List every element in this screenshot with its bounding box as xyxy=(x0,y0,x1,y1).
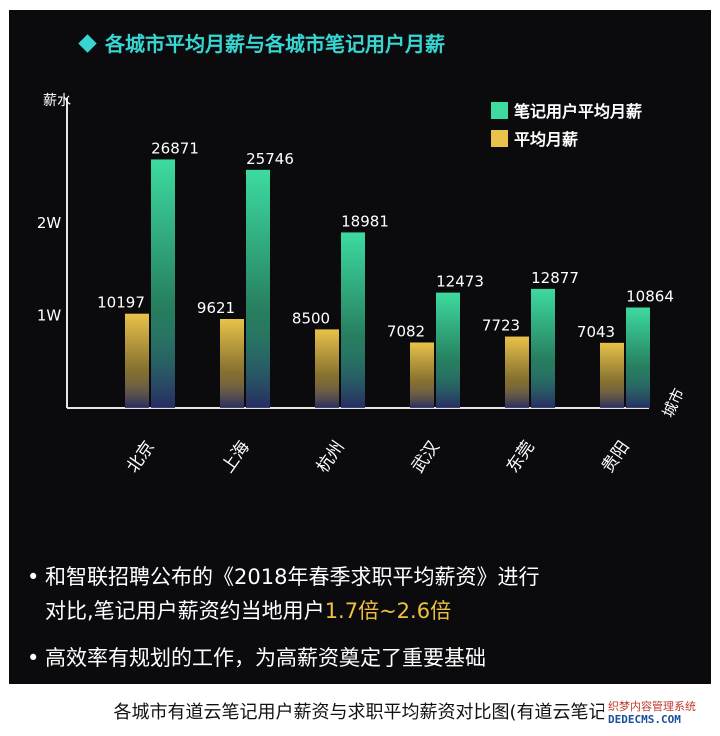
x-axis-label: 城市 xyxy=(659,385,688,420)
chart-panel: 各城市平均月薪与各城市笔记用户月薪 薪水城市 1W 2W 10197 26871 北京 96… xyxy=(9,10,711,684)
bullet-icon: • xyxy=(27,646,40,670)
category-label: 东莞 xyxy=(503,437,539,476)
bar-average xyxy=(600,342,624,408)
bar-average xyxy=(220,319,244,408)
data-label-average: 9621 xyxy=(197,299,235,317)
bar-member xyxy=(626,307,650,408)
data-label-average: 7082 xyxy=(387,322,425,340)
legend-label-average: 平均月薪 xyxy=(514,130,579,149)
legend-item-average: 平均月薪 xyxy=(491,126,578,150)
note-2-prefix: 对比,笔记用户薪资约当地用户 xyxy=(45,599,325,623)
note-1: • 和智联招聘公布的《2018年春季求职平均薪资》进行 xyxy=(27,561,539,591)
watermark-bottom: DEDECMS.COM xyxy=(608,713,681,726)
data-label-member: 26871 xyxy=(151,139,199,157)
bar-member xyxy=(436,292,460,408)
y-tick-label: 2W xyxy=(37,214,62,232)
note-3-text: 高效率有规划的工作，为高薪资奠定了重要基础 xyxy=(45,646,486,670)
bar-average xyxy=(315,329,339,408)
category-label: 杭州 xyxy=(313,437,349,476)
bar-member xyxy=(151,159,175,408)
note-1-continued: 对比,笔记用户薪资约当地用户1.7倍~2.6倍 xyxy=(45,595,451,625)
watermark: 织梦内容管理系统 DEDECMS.COM xyxy=(604,696,716,730)
bullet-icon: • xyxy=(27,565,40,589)
data-label-member: 12473 xyxy=(436,273,484,291)
legend-swatch-member xyxy=(491,101,508,119)
note-2-highlight: 1.7倍~2.6倍 xyxy=(324,599,452,623)
bar-member xyxy=(246,169,270,408)
bar-average xyxy=(125,313,149,408)
legend-item-member: 笔记用户平均月薪 xyxy=(491,98,642,122)
figure-caption: 各城市有道云笔记用户薪资与求职平均薪资对比图(有道云笔记 xyxy=(113,702,607,723)
category-label: 北京 xyxy=(123,437,159,476)
data-label-average: 8500 xyxy=(292,309,330,327)
y-axis-label: 薪水 xyxy=(43,93,71,109)
bar-average xyxy=(410,342,434,408)
data-label-member: 10864 xyxy=(626,288,674,306)
data-label-member: 12877 xyxy=(531,269,579,287)
bar-member xyxy=(531,288,555,408)
chart-title: 各城市平均月薪与各城市笔记用户月薪 xyxy=(105,32,445,56)
data-label-average: 7043 xyxy=(577,323,615,341)
category-label: 上海 xyxy=(218,437,254,476)
note-1-text: 和智联招聘公布的《2018年春季求职平均薪资》进行 xyxy=(45,565,540,589)
data-label-average: 10197 xyxy=(97,294,145,312)
legend-label-member: 笔记用户平均月薪 xyxy=(514,102,643,121)
category-label: 武汉 xyxy=(408,437,444,476)
bar-average xyxy=(505,336,529,408)
watermark-top: 织梦内容管理系统 xyxy=(608,700,696,713)
y-tick-label: 1W xyxy=(37,307,62,325)
category-label: 贵阳 xyxy=(598,437,634,476)
bar-member xyxy=(341,232,365,408)
legend-swatch-average xyxy=(491,129,508,147)
data-label-member: 18981 xyxy=(341,212,389,230)
data-label-member: 25746 xyxy=(246,150,294,168)
data-label-average: 7723 xyxy=(482,317,520,335)
note-2: • 高效率有规划的工作，为高薪资奠定了重要基础 xyxy=(27,642,486,672)
